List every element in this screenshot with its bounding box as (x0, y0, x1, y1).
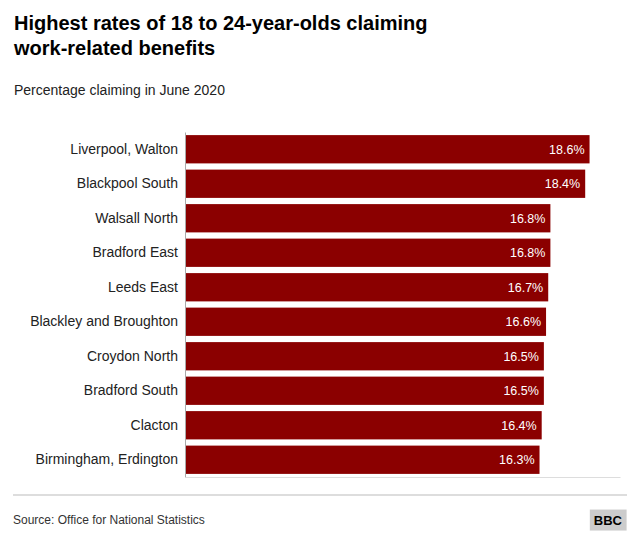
footer-rule (13, 495, 627, 496)
y-tick: Croydon North (87, 348, 185, 364)
bar (185, 342, 544, 370)
y-tick-label: Liverpool, Walton (70, 141, 178, 157)
bar (185, 170, 585, 198)
y-tick: Liverpool, Walton (70, 141, 185, 157)
y-tick: Bradford South (84, 382, 185, 398)
y-tick: Walsall North (95, 210, 185, 226)
data-label: 16.3% (499, 453, 534, 467)
bars (185, 135, 590, 474)
brand-box: BBC (590, 510, 627, 531)
y-tick: Blackley and Broughton (30, 313, 185, 329)
data-label: 18.6% (549, 143, 584, 157)
y-axis-line (185, 133, 186, 478)
data-label: 16.5% (503, 350, 538, 364)
bar (185, 446, 540, 474)
y-tick-label: Walsall North (95, 210, 178, 226)
y-tick-label: Croydon North (87, 348, 178, 364)
y-axis: Birmingham, Erdington Clacton Bradford Sou… (30, 133, 185, 478)
data-label: 16.6% (506, 315, 541, 329)
data-label: 18.4% (545, 177, 580, 191)
bar (185, 135, 590, 163)
y-tick-label: Blackpool South (77, 175, 178, 191)
chart: Highest rates of 18 to 24-year-olds clai… (0, 0, 640, 549)
y-tick: Leeds East (108, 279, 185, 295)
source: Source: Office for National Statistics (13, 513, 205, 527)
plot: 16.3% 16.4% 16.5% 16.5% 16.6% 16.7% 16.8% 16.8%… (30, 133, 620, 478)
bar (185, 377, 544, 405)
data-label: 16.8% (510, 246, 545, 260)
y-tick-label: Blackley and Broughton (30, 313, 178, 329)
bar (185, 204, 550, 232)
y-tick: Blackpool South (77, 175, 185, 191)
title-line: work-related benefits (13, 37, 215, 59)
title-line: Highest rates of 18 to 24-year-olds clai… (14, 12, 427, 34)
data-label: 16.5% (503, 384, 538, 398)
chart-container: Highest rates of 18 to 24-year-olds clai… (0, 0, 640, 549)
x-axis-line (186, 477, 621, 478)
y-tick-label: Bradford East (92, 244, 178, 260)
y-tick: Bradford East (92, 244, 185, 260)
x-axis (186, 477, 621, 478)
title: Highest rates of 18 to 24-year-olds clai… (13, 12, 427, 59)
data-labels: 16.3% 16.4% 16.5% 16.5% 16.6% 16.7% 16.8% 16.8%… (499, 143, 584, 468)
data-label: 16.8% (510, 212, 545, 226)
data-label: 16.7% (508, 281, 543, 295)
y-tick: Clacton (131, 417, 185, 433)
y-tick-label: Leeds East (108, 279, 178, 295)
y-tick-label: Clacton (131, 417, 178, 433)
data-label: 16.4% (501, 419, 536, 433)
bar (185, 273, 548, 301)
annotation: BBC (594, 513, 623, 528)
subtitle: Percentage claiming in June 2020 (14, 82, 225, 98)
y-tick-label: Birmingham, Erdington (36, 451, 178, 467)
brand-box-bg (590, 510, 627, 531)
y-tick-label: Bradford South (84, 382, 178, 398)
bar (185, 308, 546, 336)
bar (185, 411, 542, 439)
bar (185, 239, 550, 267)
y-tick: Birmingham, Erdington (36, 451, 185, 467)
